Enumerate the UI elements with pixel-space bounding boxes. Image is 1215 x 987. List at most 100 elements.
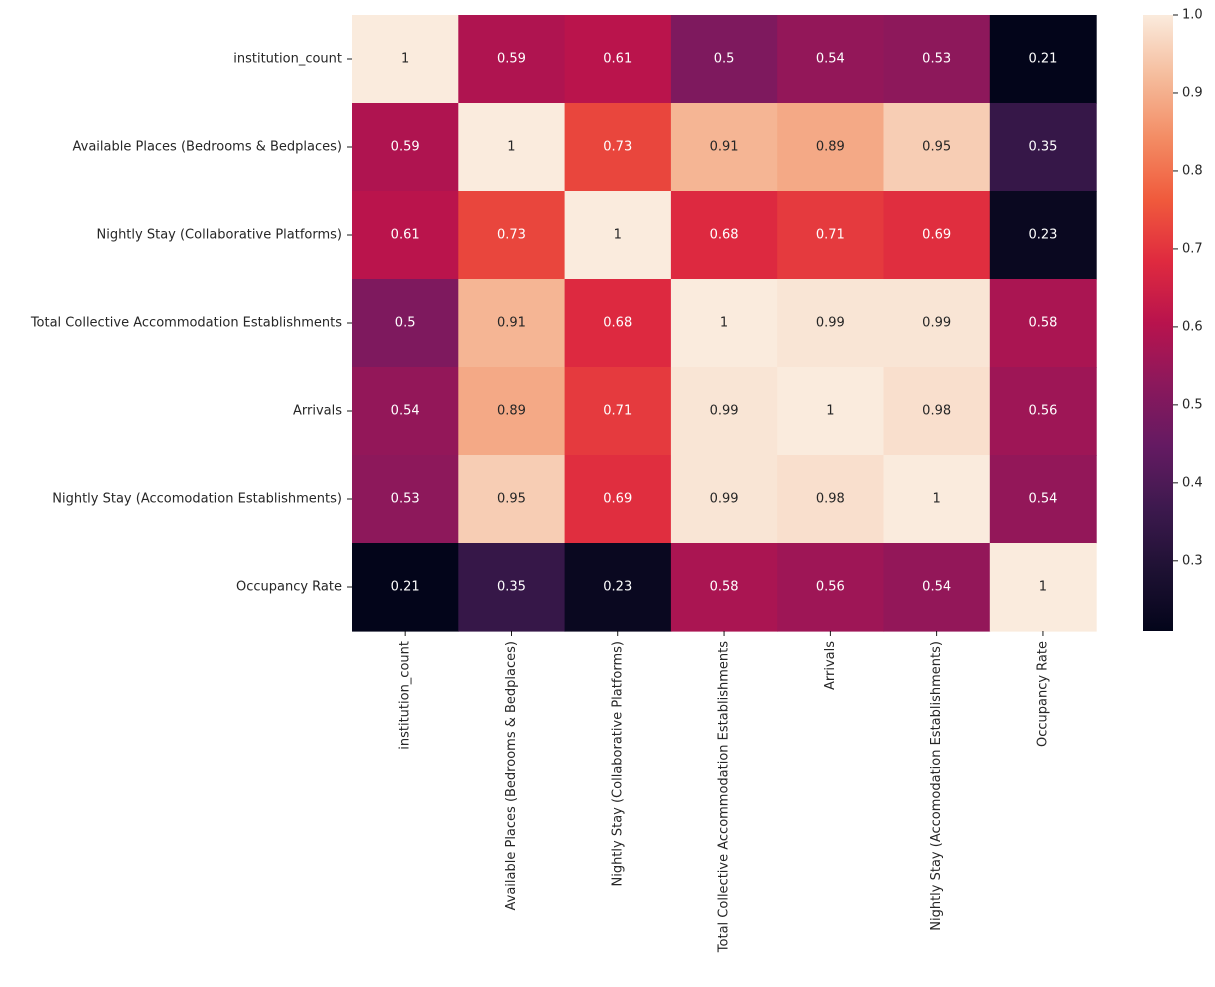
cell-value-label: 0.35 bbox=[1028, 140, 1057, 155]
heatmap-cell bbox=[564, 543, 672, 632]
heatmap-cell bbox=[989, 543, 1097, 632]
heatmap-cell bbox=[883, 191, 991, 280]
cell-value-label: 0.56 bbox=[816, 580, 845, 595]
heatmap-cell bbox=[989, 367, 1097, 456]
cell-value-label: 0.91 bbox=[710, 140, 739, 155]
heatmap-cell bbox=[458, 191, 566, 280]
y-tick-label: Occupancy Rate bbox=[236, 580, 342, 595]
cell-value-label: 0.21 bbox=[1028, 52, 1057, 67]
x-tick-label: Nightly Stay (Collaborative Platforms) bbox=[610, 641, 625, 887]
cell-value-label: 0.99 bbox=[816, 316, 845, 331]
x-tick-label: Nightly Stay (Accomodation Establishment… bbox=[929, 641, 944, 931]
cell-value-label: 0.98 bbox=[922, 404, 951, 419]
heatmap-cell bbox=[458, 543, 566, 632]
cell-value-label: 0.99 bbox=[710, 492, 739, 507]
colorbar-tick-label: 0.8 bbox=[1182, 163, 1203, 178]
heatmap-cell bbox=[883, 103, 991, 192]
x-axis-labels: institution_count Available Places (Bedro… bbox=[398, 631, 1050, 953]
cell-value-label: 0.95 bbox=[922, 140, 951, 155]
cell-value-label: 0.59 bbox=[391, 140, 420, 155]
x-tick-label: Arrivals bbox=[823, 641, 838, 690]
heatmap-cell bbox=[352, 191, 459, 280]
heatmap-cell bbox=[989, 15, 1097, 104]
heatmap-cell bbox=[883, 15, 991, 104]
heatmap-cell bbox=[989, 455, 1097, 544]
heatmap-cell bbox=[564, 279, 672, 368]
y-tick-label: Available Places (Bedrooms & Bedplaces) bbox=[73, 140, 342, 155]
heatmap-cell bbox=[352, 367, 459, 456]
heatmap-cell bbox=[458, 367, 566, 456]
cell-value-label: 0.73 bbox=[497, 228, 526, 243]
heatmap-annotations: 1 0.59 0.61 0.5 0.54 0.53 0.21 0.59 1 0.73 0.91 0.8… bbox=[391, 52, 1058, 595]
heatmap-cell bbox=[989, 103, 1097, 192]
cell-value-label: 0.53 bbox=[922, 52, 951, 67]
cell-value-label: 0.99 bbox=[710, 404, 739, 419]
heatmap-cell bbox=[777, 191, 885, 280]
colorbar-tick-label: 0.7 bbox=[1182, 241, 1203, 256]
cell-value-label: 1 bbox=[507, 140, 515, 155]
cell-value-label: 0.68 bbox=[603, 316, 632, 331]
cell-value-label: 0.54 bbox=[816, 52, 845, 67]
cell-value-label: 0.99 bbox=[922, 316, 951, 331]
cell-value-label: 0.58 bbox=[1028, 316, 1057, 331]
cell-value-label: 1 bbox=[933, 492, 941, 507]
heatmap-cell bbox=[883, 367, 991, 456]
cell-value-label: 0.54 bbox=[391, 404, 420, 419]
heatmap-cell bbox=[777, 455, 885, 544]
colorbar-tick-label: 0.3 bbox=[1182, 553, 1203, 568]
x-tick-label: Occupancy Rate bbox=[1035, 641, 1050, 747]
cell-value-label: 0.89 bbox=[816, 140, 845, 155]
cell-value-label: 1 bbox=[720, 316, 728, 331]
y-tick-label: institution_count bbox=[233, 52, 342, 67]
cell-value-label: 1 bbox=[401, 52, 409, 67]
cell-value-label: 0.69 bbox=[922, 228, 951, 243]
cell-value-label: 0.73 bbox=[603, 140, 632, 155]
heatmap-cell bbox=[883, 543, 991, 632]
cell-value-label: 0.89 bbox=[497, 404, 526, 419]
cell-value-label: 0.71 bbox=[816, 228, 845, 243]
heatmap-cell bbox=[883, 455, 991, 544]
cell-value-label: 0.95 bbox=[497, 492, 526, 507]
heatmap-cell bbox=[352, 543, 459, 632]
y-axis-labels: institution_count Available Places (Bedro… bbox=[30, 52, 352, 595]
heatmap-cell bbox=[564, 367, 672, 456]
y-tick-label: Nightly Stay (Collaborative Platforms) bbox=[96, 228, 342, 243]
colorbar-tick-label: 0.6 bbox=[1182, 319, 1203, 334]
heatmap-cell bbox=[564, 15, 672, 104]
cell-value-label: 1 bbox=[826, 404, 834, 419]
heatmap-cell bbox=[458, 455, 566, 544]
heatmap-cell bbox=[777, 103, 885, 192]
y-tick-label: Arrivals bbox=[293, 404, 342, 419]
heatmap-cell bbox=[564, 191, 672, 280]
heatmap-cell bbox=[670, 455, 778, 544]
cell-value-label: 0.59 bbox=[497, 52, 526, 67]
y-tick-label: Total Collective Accommodation Establish… bbox=[30, 316, 342, 331]
heatmap-cell bbox=[458, 103, 566, 192]
colorbar-tick-label: 1.0 bbox=[1182, 8, 1203, 23]
cell-value-label: 0.54 bbox=[1028, 492, 1057, 507]
cell-value-label: 0.98 bbox=[816, 492, 845, 507]
x-tick-label: Available Places (Bedrooms & Bedplaces) bbox=[504, 641, 519, 910]
heatmap-cell bbox=[352, 455, 459, 544]
x-tick-label: institution_count bbox=[398, 641, 413, 750]
x-tick-label: Total Collective Accommodation Establish… bbox=[717, 641, 732, 953]
cell-value-label: 0.56 bbox=[1028, 404, 1057, 419]
colorbar-tick-label: 0.5 bbox=[1182, 397, 1203, 412]
cell-value-label: 0.53 bbox=[391, 492, 420, 507]
cell-value-label: 0.23 bbox=[603, 580, 632, 595]
colorbar: 0.3 0.4 0.5 0.6 0.7 0.8 0.9 1.0 bbox=[1143, 8, 1203, 631]
heatmap-cell bbox=[670, 279, 778, 368]
cell-value-label: 0.68 bbox=[710, 228, 739, 243]
colorbar-tick-label: 0.4 bbox=[1182, 475, 1203, 490]
heatmap-cell bbox=[670, 367, 778, 456]
heatmap-cell bbox=[670, 543, 778, 632]
cell-value-label: 0.54 bbox=[922, 580, 951, 595]
cell-value-label: 0.23 bbox=[1028, 228, 1057, 243]
heatmap-cell bbox=[670, 103, 778, 192]
heatmap-cell bbox=[352, 279, 459, 368]
heatmap-cell bbox=[989, 279, 1097, 368]
heatmap-cell bbox=[564, 103, 672, 192]
heatmap-cell bbox=[883, 279, 991, 368]
